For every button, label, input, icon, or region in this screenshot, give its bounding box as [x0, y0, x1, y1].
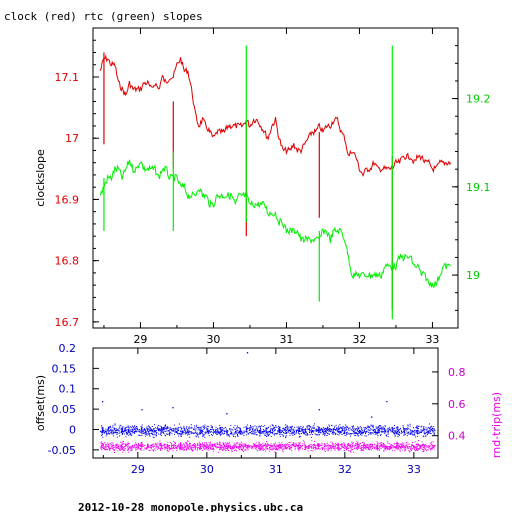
offset-outlier-5 [318, 409, 320, 411]
top-xtick-label-32: 32 [352, 333, 366, 346]
top-xtick-label-31: 31 [279, 333, 293, 346]
bottom-xtick-label-30: 30 [200, 463, 214, 476]
top-xtick-label-29: 29 [133, 333, 147, 346]
bottom-xtick-label-29: 29 [131, 463, 145, 476]
top-ytick-right-label-19: 19 [466, 269, 480, 282]
offset-outlier-6 [386, 400, 388, 403]
series-rnd-trip-points [100, 440, 436, 453]
top-ytick-left-label-16.9: 16.9 [55, 193, 80, 206]
bottom-ytick-left-label-0: 0 [69, 423, 76, 436]
top-chart-frame [92, 27, 459, 329]
top-xtick-label-33: 33 [425, 333, 439, 346]
bottom-chart-frame [92, 347, 439, 459]
top-chart-axes: 29 30 31 32 33 16.7 16.8 16.9 17 17.1 19 19.1 19.2 [55, 28, 491, 346]
offset-outlier-4 [246, 352, 249, 354]
top-ytick-right-label-19.1: 19.1 [466, 181, 491, 194]
bottom-ytick-right-label-0.6: 0.6 [448, 398, 466, 411]
bottom-chart-plot [100, 352, 436, 453]
bottom-chart-axes: 29 30 31 32 33 -0.05 0 0.05 0.1 0.15 0.2 0.4 0.6 0.8 [48, 342, 466, 476]
top-ytick-left-label-16.7: 16.7 [55, 316, 80, 329]
offset-outlier-1 [141, 409, 143, 411]
bottom-chart-ylabel-left: offset(ms) [34, 375, 47, 431]
top-chart-ylabel: clockslope [34, 149, 47, 207]
bottom-chart-ylabel-right: rnd-trip(ms) [490, 392, 503, 458]
bottom-ytick-right-label-0.8: 0.8 [448, 366, 466, 379]
top-xtick-label-30: 30 [206, 333, 220, 346]
bottom-xtick-label-32: 32 [338, 463, 352, 476]
bottom-xtick-label-33: 33 [407, 463, 421, 476]
top-chart-title: clock (red) rtc (green) slopes [4, 10, 203, 23]
series-offset-points [100, 423, 436, 439]
bottom-ytick-left-label-0.1: 0.1 [59, 383, 77, 396]
offset-outlier-0 [101, 400, 104, 403]
bottom-ytick-right-label-0.4: 0.4 [448, 430, 466, 443]
top-ytick-left-label-17: 17 [65, 132, 79, 145]
top-ytick-left-label-17.1: 17.1 [55, 71, 80, 84]
offset-outlier-3 [226, 413, 228, 415]
top-ytick-right-label-19.2: 19.2 [466, 93, 491, 106]
bottom-ytick-left-label-0.15: 0.15 [52, 362, 77, 375]
footer-caption: 2012-10-28 monopole.physics.ubc.ca [78, 501, 303, 512]
bottom-ytick-left-label-0.05: 0.05 [52, 403, 77, 416]
top-ytick-left-label-16.8: 16.8 [55, 255, 80, 268]
offset-outlier-2 [172, 407, 174, 409]
top-chart-plot [99, 45, 452, 320]
bottom-xtick-label-31: 31 [269, 463, 283, 476]
bottom-ytick-left-label--0.05: -0.05 [48, 444, 76, 457]
offset-outlier-7 [371, 416, 373, 418]
bottom-ytick-left-label-0.2: 0.2 [59, 342, 77, 355]
